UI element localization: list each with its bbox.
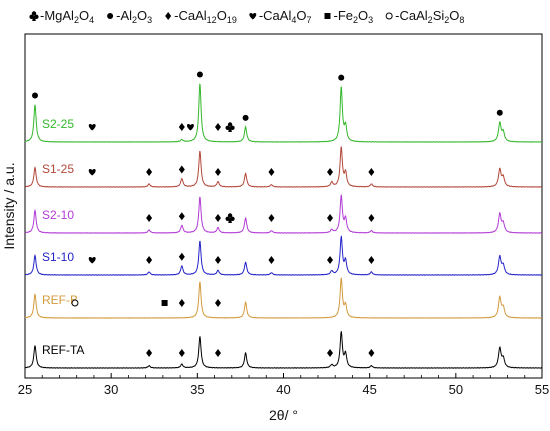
x-tick-label: 45 xyxy=(362,382,376,397)
diamond-marker-icon xyxy=(165,12,172,20)
x-tick-label: 35 xyxy=(190,382,204,397)
square-marker-icon xyxy=(324,13,331,19)
heart-marker-icon xyxy=(88,168,96,176)
heart-marker-icon xyxy=(249,12,257,20)
legend-item: -Fe2O3 xyxy=(324,8,374,25)
heart-marker-icon xyxy=(88,256,96,264)
legend-item: -CaAl4O7 xyxy=(249,8,312,25)
diamond-marker-icon xyxy=(327,214,334,222)
legend-item: -MgAl2O4 xyxy=(29,8,94,25)
club-marker-icon xyxy=(225,122,235,132)
diamond-marker-icon xyxy=(327,349,334,357)
diamond-marker-icon xyxy=(215,214,222,222)
diamond-marker-icon xyxy=(327,168,334,176)
legend-label: -CaAl12O19 xyxy=(174,8,237,25)
x-axis: 25 30 35 40 45 50 55 xyxy=(18,373,549,397)
series-label: S2-25 xyxy=(42,117,74,131)
x-tick-label: 25 xyxy=(18,382,32,397)
series-line xyxy=(24,235,543,276)
circle-marker-icon xyxy=(385,12,393,20)
dot-marker-icon xyxy=(338,74,345,81)
diamond-marker-icon xyxy=(215,256,222,264)
legend-label: -CaAl4O7 xyxy=(259,8,312,25)
diamond-marker-icon xyxy=(368,214,375,222)
dot-marker-icon xyxy=(242,114,249,121)
diamond-marker-icon xyxy=(368,349,375,357)
legend-label: -CaAl2Si2O8 xyxy=(395,8,464,25)
diamond-marker-icon xyxy=(178,212,185,221)
x-tick-label: 40 xyxy=(276,382,290,397)
series-line xyxy=(24,194,543,234)
dot-marker-icon xyxy=(196,71,203,78)
x-axis-label: 2θ/ ° xyxy=(269,407,298,423)
legend-item: -CaAl2Si2O8 xyxy=(385,8,464,25)
series-line xyxy=(24,330,543,369)
legend-label: -Fe2O3 xyxy=(334,8,374,25)
dot-marker-icon xyxy=(107,13,114,19)
series-layer: REF-TA REF-B S1-10 S2-10 S1-25 S2-25 xyxy=(24,83,543,369)
diamond-marker-icon xyxy=(368,168,375,176)
x-tick-label: 30 xyxy=(104,382,118,397)
diamond-marker-icon xyxy=(215,168,222,176)
diamond-marker-icon xyxy=(215,349,222,357)
series-line xyxy=(24,83,543,143)
club-marker-icon xyxy=(29,11,39,21)
diamond-marker-icon xyxy=(146,349,153,357)
diamond-marker-icon xyxy=(146,168,153,176)
diamond-marker-icon xyxy=(146,256,153,264)
legend: -MgAl2O4 -Al2O3 -CaAl12O19 -CaAl4O7 -Fe2O3 -C… xyxy=(29,8,464,25)
diamond-marker-icon xyxy=(178,123,185,131)
heart-marker-icon xyxy=(88,123,96,131)
heart-marker-icon xyxy=(186,123,194,131)
marker-layer xyxy=(31,71,503,357)
series-label: REF-TA xyxy=(42,343,84,357)
diamond-marker-icon xyxy=(178,252,185,261)
legend-item: -Al2O3 xyxy=(107,8,152,25)
diamond-marker-icon xyxy=(178,165,185,174)
diamond-marker-icon xyxy=(268,256,275,264)
diamond-marker-icon xyxy=(215,123,222,131)
dot-marker-icon xyxy=(31,92,38,99)
diamond-marker-icon xyxy=(146,214,153,222)
plot-frame xyxy=(24,33,543,379)
diamond-marker-icon xyxy=(268,168,275,176)
square-marker-icon xyxy=(161,300,168,306)
legend-item: -CaAl12O19 xyxy=(165,8,237,25)
legend-label: -Al2O3 xyxy=(116,8,152,25)
series-label: S2-10 xyxy=(42,208,74,222)
series-line xyxy=(24,146,543,188)
series-label: S1-10 xyxy=(42,250,74,264)
x-tick-label: 50 xyxy=(449,382,463,397)
dot-marker-icon xyxy=(496,109,503,116)
circle-marker-icon xyxy=(71,299,79,307)
series-label: S1-25 xyxy=(42,162,74,176)
diamond-marker-icon xyxy=(368,256,375,264)
diamond-marker-icon xyxy=(215,299,222,307)
diamond-marker-icon xyxy=(327,256,334,264)
series-line xyxy=(24,277,543,319)
y-axis-label: Intensity / a.u. xyxy=(1,162,17,249)
diamond-marker-icon xyxy=(268,214,275,222)
club-marker-icon xyxy=(225,213,235,223)
series-label: REF-B xyxy=(42,293,78,307)
diamond-marker-icon xyxy=(178,349,185,357)
diamond-marker-icon xyxy=(178,299,185,307)
legend-label: -MgAl2O4 xyxy=(40,8,94,25)
x-tick-label: 55 xyxy=(535,382,549,397)
